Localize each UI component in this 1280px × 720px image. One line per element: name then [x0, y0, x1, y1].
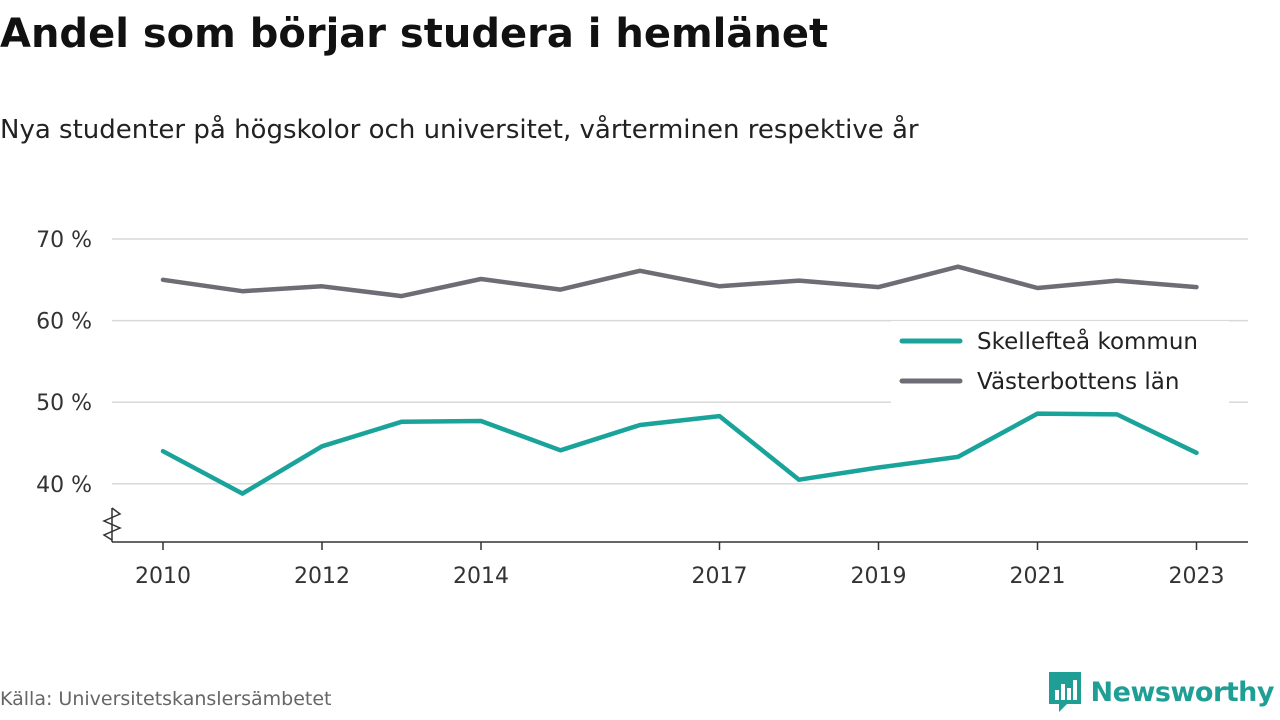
x-tick-label: 2014 — [453, 564, 509, 589]
series-lines — [160, 264, 1199, 496]
legend-background — [891, 321, 1229, 403]
series-line-skelleftea — [160, 411, 1199, 496]
y-tick-label: 50 % — [36, 391, 92, 416]
brand-logo: Newsworthy — [1047, 670, 1275, 714]
axes: 40 % 50 % 60 % 70 % 2010 2012 2014 2017 2019 2021… — [36, 228, 1248, 589]
zigzag-axis-break-icon — [102, 507, 122, 541]
x-tick-label: 2017 — [692, 564, 748, 589]
x-tick-label: 2019 — [851, 564, 907, 589]
bar-chart-speech-bubble-icon — [1048, 672, 1081, 712]
x-tick-label: 2010 — [135, 564, 191, 589]
legend: Skellefteå kommun Västerbottens län — [891, 321, 1229, 403]
legend-label: Skellefteå kommun — [977, 327, 1198, 355]
legend-label: Västerbottens län — [977, 369, 1179, 395]
source-note: Källa: Universitetskanslersämbetet — [0, 688, 332, 710]
chart-title: Andel som börjar studera i hemlänet — [0, 11, 829, 57]
y-tick-label: 60 % — [36, 310, 92, 335]
x-tick-label: 2023 — [1169, 564, 1225, 589]
series-line-vasterbotten — [160, 264, 1199, 299]
x-tick-label: 2021 — [1010, 564, 1066, 589]
brand-name: Newsworthy — [1090, 676, 1275, 708]
y-tick-label: 70 % — [36, 228, 92, 253]
y-tick-label: 40 % — [36, 473, 92, 498]
chart-subtitle: Nya studenter på högskolor och universit… — [0, 115, 919, 145]
x-tick-label: 2012 — [294, 564, 350, 589]
